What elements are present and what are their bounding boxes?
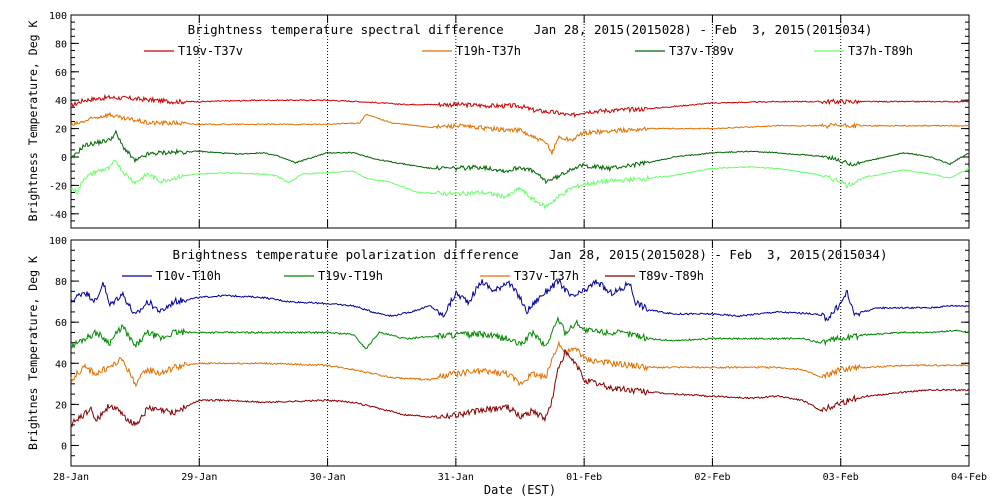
panel-polarization-ylabel: Brightnes Temperature, Deg K bbox=[26, 256, 40, 450]
x-tick-label: 02-Feb bbox=[694, 472, 730, 483]
y-tick-label: 20 bbox=[55, 400, 67, 411]
y-tick-label: 20 bbox=[55, 125, 67, 136]
series-line-t89v-t89h bbox=[70, 349, 970, 428]
x-tick-label: 01-Feb bbox=[566, 472, 602, 483]
panel-spectral-ylabel: Brightness Temperature, Deg K bbox=[26, 21, 40, 222]
legend-label: T37v-T37h bbox=[514, 269, 579, 283]
legend-label: T89v-T89h bbox=[639, 269, 704, 283]
y-tick-label: 80 bbox=[55, 277, 67, 288]
y-tick-label: 60 bbox=[55, 318, 67, 329]
legend-label: T10v-T10h bbox=[156, 269, 221, 283]
legend-label: T19h-T37h bbox=[456, 44, 521, 58]
x-tick-label: 31-Jan bbox=[438, 472, 474, 483]
panel-polarization-title: Brightness temperature polarization diff… bbox=[173, 247, 888, 262]
legend-label: T19v-T19h bbox=[318, 269, 383, 283]
panel-polarization-difference: 0 20 40 60 80 100 28-Jan 29-Jan 30-Jan 31-Jan 01-… bbox=[26, 236, 987, 497]
series-line-t19v-t37v bbox=[70, 93, 970, 118]
series-line-t37v-t37h bbox=[70, 340, 970, 388]
y-tick-label: -20 bbox=[49, 181, 67, 192]
y-tick-label: 0 bbox=[61, 441, 67, 452]
legend-label: T37h-T89h bbox=[848, 44, 913, 58]
x-tick-label: 04-Feb bbox=[951, 472, 987, 483]
y-tick-label: -40 bbox=[49, 210, 67, 221]
y-tick-label: 100 bbox=[49, 11, 67, 22]
legend-label: T37v-T89v bbox=[669, 44, 734, 58]
series-line-t19v-t19h bbox=[70, 315, 970, 350]
series-line-t19h-t37h bbox=[70, 111, 970, 155]
panel-spectral-title: Brightness temperature spectral differen… bbox=[188, 22, 873, 37]
series-line-t37v-t89v bbox=[70, 129, 970, 185]
x-tick-label: 03-Feb bbox=[823, 472, 859, 483]
y-tick-label: 0 bbox=[61, 153, 67, 164]
y-tick-label: 100 bbox=[49, 236, 67, 247]
x-tick-label: 30-Jan bbox=[310, 472, 346, 483]
x-tick-label: 29-Jan bbox=[181, 472, 217, 483]
y-tick-label: 60 bbox=[55, 68, 67, 79]
x-tick-label: 28-Jan bbox=[53, 472, 89, 483]
legend-label: T19v-T37v bbox=[178, 44, 243, 58]
panel-spectral-difference: -40 -20 0 20 40 60 80 100 T19v-T37v T19h-T37h T37… bbox=[26, 11, 970, 229]
series-line-t10v-t10h bbox=[70, 278, 970, 323]
y-tick-label: 40 bbox=[55, 359, 67, 370]
y-tick-label: 40 bbox=[55, 96, 67, 107]
series-line-t37h-t89h bbox=[70, 159, 970, 210]
y-tick-label: 80 bbox=[55, 39, 67, 50]
x-axis-label: Date (EST) bbox=[484, 483, 556, 497]
